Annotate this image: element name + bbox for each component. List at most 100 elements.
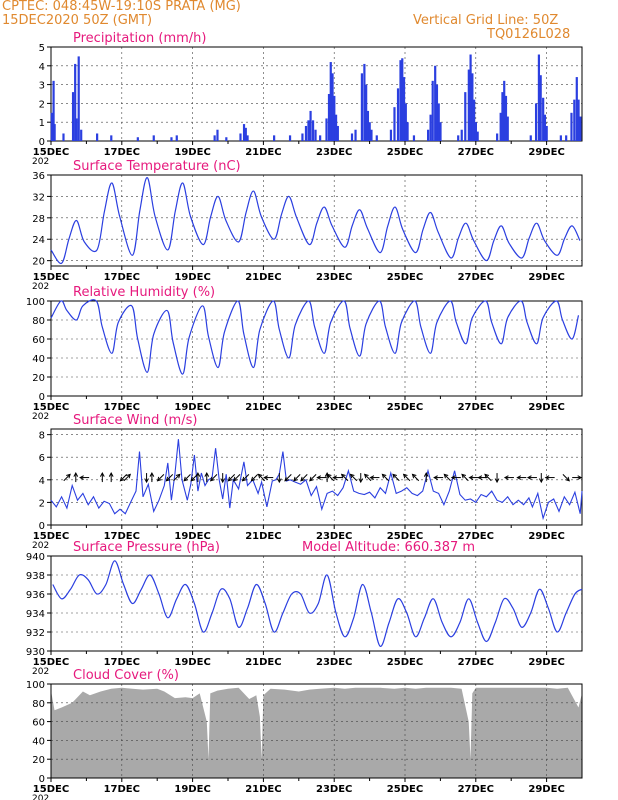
- year-label: 202: [32, 282, 49, 292]
- wind-arrow: [309, 474, 317, 482]
- wind-arrow: [402, 473, 411, 482]
- wind-speed-line: [50, 439, 583, 521]
- wind-arrow: [232, 474, 241, 482]
- wind-arrow: [220, 473, 226, 484]
- precip-bar: [573, 99, 576, 141]
- wind-arrow: [450, 475, 461, 480]
- wind-arrow: [503, 475, 514, 480]
- precip-bar: [412, 135, 416, 141]
- precip-bar: [393, 107, 396, 141]
- header-datetime: 15DEC2020 50Z (GMT): [2, 13, 153, 28]
- precip-bar: [399, 60, 402, 141]
- wind-arrow: [257, 473, 266, 482]
- wind-arrow: [293, 474, 301, 482]
- wind-arrow: [123, 473, 131, 482]
- humidity-line: [50, 299, 580, 375]
- y-tick-label: 938: [26, 571, 45, 582]
- precip-bar: [62, 133, 65, 141]
- y-tick-label: 3: [39, 81, 45, 92]
- precip-bar: [431, 80, 434, 141]
- x-tick-label: 15DEC: [33, 147, 69, 158]
- wind-arrow: [340, 473, 349, 482]
- precip-bar: [329, 62, 332, 141]
- x-tick-label: 15DEC: [33, 402, 69, 413]
- precip-bar: [396, 88, 400, 141]
- precip-bar: [501, 92, 504, 141]
- precip-bar: [307, 120, 310, 141]
- precip-bar: [288, 135, 292, 141]
- panel-4: 0 2 4 6 8 15DEC 17DEC 19DEC 21DEC 23DEC 25DEC 27DEC…: [32, 413, 583, 551]
- y-tick-label: 1: [39, 118, 45, 129]
- panel-title: Relative Humidity (%): [73, 285, 215, 300]
- precip-bar: [401, 58, 404, 141]
- x-tick-label: 25DEC: [387, 657, 423, 668]
- wind-arrow: [423, 472, 429, 483]
- wind-arrow: [484, 473, 492, 482]
- x-tick-label: 21DEC: [245, 272, 281, 283]
- year-label: 202: [32, 667, 49, 677]
- x-tick-label: 29DEC: [528, 272, 564, 283]
- x-tick-label: 17DEC: [104, 657, 140, 668]
- plot-frame: [50, 683, 583, 779]
- precip-bar: [529, 135, 532, 141]
- precip-bar: [319, 135, 322, 141]
- wind-arrow: [572, 475, 583, 480]
- x-tick-label: 27DEC: [458, 657, 494, 668]
- y-tick-label: 6: [39, 453, 45, 464]
- precip-bar: [333, 95, 336, 141]
- x-tick-label: 25DEC: [387, 784, 423, 795]
- precip-bar: [301, 133, 304, 141]
- y-tick-label: 0: [39, 521, 45, 532]
- precip-bar: [314, 129, 317, 141]
- panel-1: 0 1 2 3 4 5 15DEC 17DEC 19DEC 21DEC 23DEC 25DEC 27DE…: [32, 31, 583, 167]
- precip-bar: [504, 95, 508, 141]
- wind-arrow: [119, 474, 128, 482]
- precip-bar: [216, 129, 219, 141]
- precip-bar: [429, 114, 432, 141]
- precip-bar: [336, 125, 339, 141]
- x-tick-label: 27DEC: [458, 784, 494, 795]
- x-tick-label: 21DEC: [245, 147, 281, 158]
- x-tick-label: 21DEC: [245, 657, 281, 668]
- x-tick-label: 19DEC: [174, 657, 210, 668]
- wind-arrow: [73, 472, 79, 483]
- wind-arrow: [173, 473, 181, 482]
- wind-arrow: [108, 472, 114, 483]
- precip-bar: [499, 112, 502, 141]
- y-tick-label: 100: [26, 297, 45, 308]
- x-tick-label: 27DEC: [458, 272, 494, 283]
- precip-bar: [404, 103, 407, 141]
- wind-arrow: [363, 473, 372, 482]
- precip-bar: [439, 122, 442, 141]
- x-tick-label: 25DEC: [387, 147, 423, 158]
- x-tick-label: 27DEC: [458, 147, 494, 158]
- precip-bar: [565, 135, 568, 141]
- x-tick-label: 19DEC: [174, 784, 210, 795]
- x-tick-label: 27DEC: [458, 402, 494, 413]
- y-tick-label: 4: [39, 476, 45, 487]
- precip-bar: [246, 135, 249, 141]
- wind-arrow: [332, 475, 343, 480]
- precip-bar: [467, 69, 470, 141]
- panel-title: Surface Temperature (nC): [73, 159, 241, 174]
- x-tick-label: 25DEC: [387, 402, 423, 413]
- precip-bar: [304, 125, 308, 141]
- wind-arrow: [195, 472, 201, 483]
- panel-2: 20 24 28 32 36 15DEC 17DEC 19DEC 21DEC 23DEC 25DEC…: [32, 159, 583, 292]
- precip-bar: [74, 63, 77, 141]
- precip-bar: [354, 129, 357, 141]
- header-grid-line: Vertical Grid Line: 50Z: [413, 13, 559, 28]
- precip-bar: [537, 54, 541, 141]
- x-tick-label: 15DEC: [33, 657, 69, 668]
- x-tick-label: 21DEC: [245, 784, 281, 795]
- precip-bar: [375, 135, 378, 141]
- precip-bar: [559, 135, 562, 141]
- y-tick-label: 2: [39, 99, 45, 110]
- x-tick-label: 29DEC: [528, 402, 564, 413]
- wind-arrow: [562, 474, 570, 482]
- x-tick-label: 29DEC: [528, 657, 564, 668]
- plot-frame: [50, 428, 583, 526]
- panel-title: Cloud Cover (%): [73, 668, 179, 683]
- y-tick-label: 100: [26, 680, 45, 691]
